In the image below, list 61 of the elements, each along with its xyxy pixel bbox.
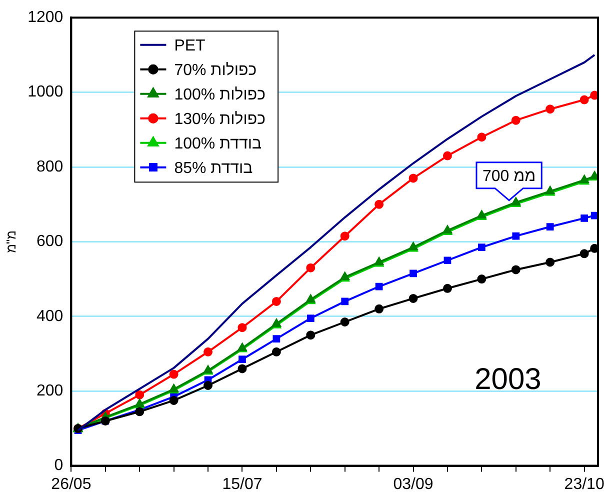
x-tick-label: 15/07 [222, 476, 262, 493]
point [590, 244, 598, 253]
x-tick-label: 03/09 [393, 476, 434, 493]
point [374, 304, 384, 314]
annotation: 2003 [474, 363, 542, 396]
point [477, 274, 486, 284]
point [238, 323, 247, 332]
legend-label: כפולות 70% [174, 60, 257, 79]
point [374, 200, 384, 209]
y-tick-label: 800 [36, 158, 64, 176]
legend-label: בודדת 100% [174, 135, 262, 152]
point [306, 314, 314, 322]
y-axis-title: מ"מ [3, 230, 18, 253]
annotation: 700 ממ [482, 168, 536, 185]
point [408, 174, 418, 183]
point [512, 232, 520, 240]
point [590, 90, 598, 100]
x-tick-label: 23/10 [564, 476, 604, 493]
point [580, 95, 589, 104]
point [546, 258, 555, 267]
point [511, 116, 520, 125]
point [478, 244, 486, 251]
x-tick-label: 26/05 [51, 476, 92, 493]
point [238, 364, 247, 374]
y-tick-label: 1000 [28, 84, 64, 101]
point [204, 347, 213, 356]
point [340, 318, 350, 327]
point [477, 132, 486, 142]
point [511, 265, 520, 274]
legend-label: בודדת 85% [174, 160, 254, 177]
point [135, 407, 144, 416]
y-tick-label: 400 [36, 308, 64, 325]
point [306, 263, 316, 272]
point [341, 298, 349, 306]
y-tick-label: 1200 [28, 9, 64, 26]
point [375, 282, 383, 290]
point [546, 104, 555, 114]
point [169, 396, 178, 405]
legend-label: כפולות 100% [174, 85, 266, 104]
point [546, 223, 554, 230]
point [442, 151, 452, 160]
y-tick-label: 200 [36, 382, 64, 400]
y-tick-label: 600 [36, 233, 64, 250]
point [272, 296, 281, 306]
point [272, 347, 281, 356]
point [408, 294, 418, 303]
point [204, 381, 213, 390]
point [580, 214, 588, 222]
point [410, 270, 417, 278]
point [442, 284, 452, 293]
point [135, 390, 144, 400]
point [444, 256, 452, 264]
point [306, 330, 316, 340]
y-tick-label: 0 [54, 457, 64, 474]
point [340, 232, 350, 241]
point [580, 249, 589, 258]
legend-label: כפולות 130% [174, 110, 266, 128]
point [238, 356, 246, 364]
point [169, 370, 178, 379]
point [272, 335, 280, 342]
legend-label: PET [174, 37, 206, 54]
